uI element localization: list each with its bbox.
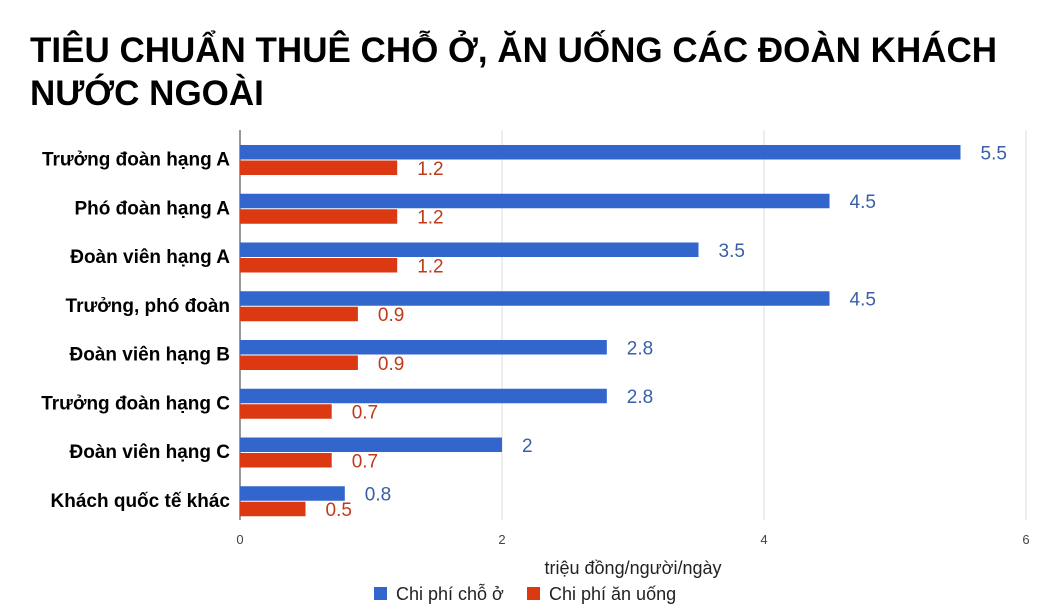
- bar-meals: [240, 209, 398, 224]
- data-label: 0.7: [352, 451, 378, 472]
- bar-meals: [240, 306, 358, 322]
- bar-accommodation: [240, 340, 607, 355]
- bar-accommodation: [240, 193, 830, 209]
- x-axis-title: triệu đồng/người/ngày: [545, 558, 722, 578]
- category-label: Trưởng đoàn hạng C: [41, 393, 230, 414]
- data-label: 2.8: [627, 338, 653, 359]
- data-label: 4.5: [850, 192, 876, 213]
- data-label: 0.5: [326, 500, 352, 521]
- bars: 5.5 1.2 4.5 1.2 3.5 1.2 4.5 0.9 2.8 0.9 2.8 0.7 2 0.7…: [240, 143, 1007, 521]
- data-label: 0.9: [378, 305, 404, 326]
- data-label: 0.7: [352, 403, 378, 424]
- x-tick-label: 0: [236, 532, 243, 547]
- bar-meals: [240, 453, 332, 468]
- bar-meals: [240, 160, 398, 175]
- bar-accommodation: [240, 388, 607, 404]
- data-label: 0.9: [378, 354, 404, 375]
- x-tick-label: 2: [498, 532, 505, 547]
- legend-label: Chi phí chỗ ở: [396, 583, 504, 604]
- legend-swatch: [374, 587, 387, 600]
- legend-label: Chi phí ăn uống: [549, 584, 676, 604]
- chart-title-line-1: TIÊU CHUẨN THUÊ CHỖ Ở, ĂN UỐNG CÁC ĐOÀN …: [30, 30, 997, 70]
- data-label: 1.2: [417, 159, 443, 180]
- x-tick-label: 6: [1022, 532, 1029, 547]
- category-label: Đoàn viên hạng B: [70, 345, 230, 366]
- bar-meals: [240, 501, 306, 517]
- category-label: Trưởng đoàn hạng A: [42, 150, 230, 171]
- data-label: 1.2: [417, 256, 443, 277]
- bar-meals: [240, 258, 398, 273]
- data-label: 4.5: [850, 290, 876, 311]
- x-tick-label: 4: [760, 532, 767, 547]
- category-label: Khách quốc tế khác: [51, 491, 231, 512]
- bar-accommodation: [240, 291, 830, 306]
- data-label: 1.2: [417, 208, 443, 229]
- category-labels: Trưởng đoàn hạng A Phó đoàn hạng A Đoàn vi…: [41, 150, 230, 512]
- legend: Chi phí chỗ ở Chi phí ăn uống: [374, 583, 676, 604]
- data-label: 3.5: [719, 241, 745, 262]
- legend-swatch: [527, 587, 540, 600]
- bar-accommodation: [240, 242, 699, 257]
- category-label: Phó đoàn hạng A: [74, 198, 230, 219]
- bar-accommodation: [240, 437, 502, 452]
- data-label: 2: [522, 436, 533, 457]
- category-label: Đoàn viên hạng A: [70, 247, 230, 268]
- data-label: 5.5: [981, 143, 1007, 164]
- bar-meals: [240, 404, 332, 419]
- chart-title-line-2: NƯỚC NGOÀI: [30, 73, 264, 113]
- bar-meals: [240, 355, 358, 370]
- bar-accommodation: [240, 145, 961, 160]
- x-tick-labels: 0 2 4 6: [236, 532, 1029, 547]
- data-label: 2.8: [627, 387, 653, 408]
- data-label: 0.8: [365, 485, 391, 506]
- category-label: Đoàn viên hạng C: [70, 442, 231, 463]
- bar-accommodation: [240, 486, 345, 501]
- category-label: Trưởng, phó đoàn: [66, 296, 230, 317]
